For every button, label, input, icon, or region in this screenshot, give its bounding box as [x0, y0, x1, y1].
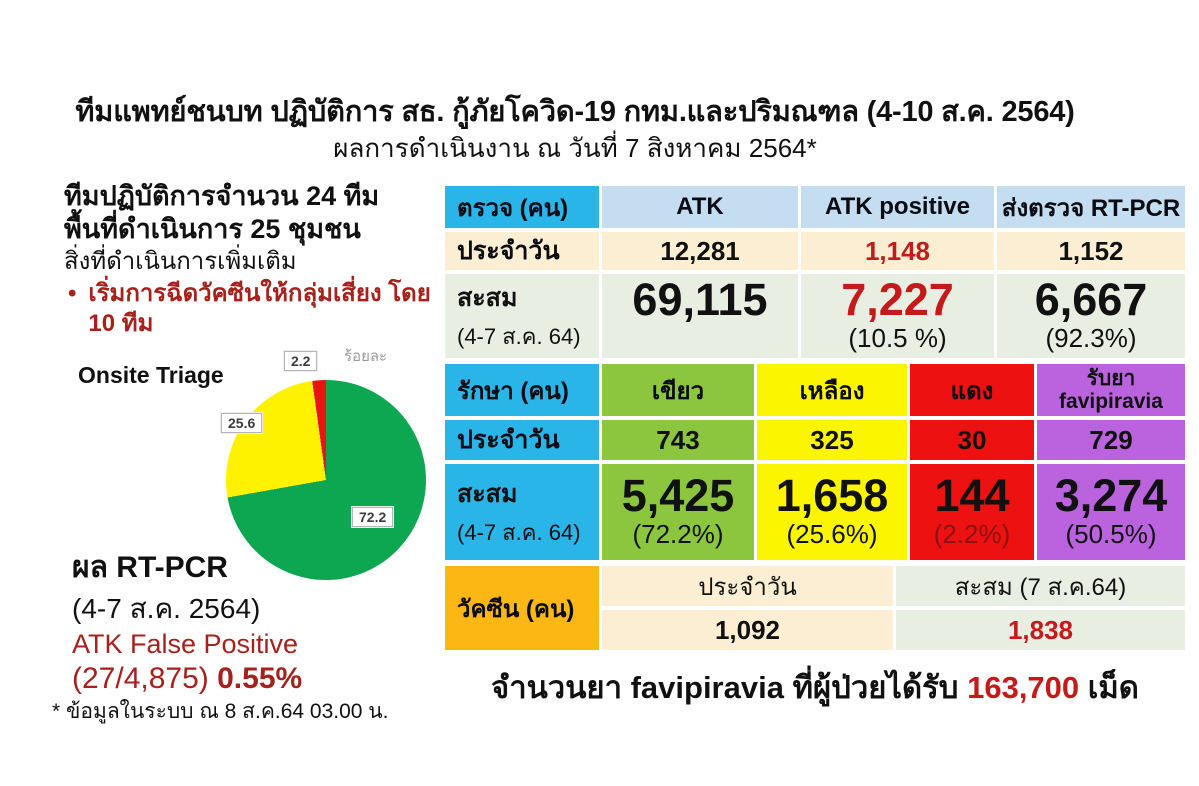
extra-actions-line: สิ่งที่ดำเนินการเพิ่มเติม [64, 247, 297, 275]
favipiravia-total-prefix: จำนวนยา favipiravia ที่ผู้ป่วยได้รับ [491, 670, 959, 705]
pie-label-red: 2.2 [284, 351, 318, 371]
treat-cumulative-label: สะสม (4-7 ส.ค. 64) [445, 464, 599, 560]
areas-count-line: พื้นที่ดำเนินการ 25 ชุมชน [64, 214, 361, 245]
treat-daily-green: 743 [602, 420, 754, 460]
teams-count-line: ทีมปฏิบัติการจำนวน 24 ทีม [64, 181, 380, 211]
favipiravia-total-suffix: เม็ด [1087, 670, 1139, 705]
treat-cumulative-green-pct: (72.2%) [632, 518, 724, 549]
test-table-header-rtpcr: ส่งตรวจ RT-PCR [997, 186, 1185, 228]
test-daily-atk-positive: 1,148 [801, 232, 994, 270]
treat-cumulative-favipiravia-value: 3,274 [1054, 470, 1168, 522]
test-daily-atk: 12,281 [602, 232, 798, 270]
test-table-header-atk-positive: ATK positive [801, 186, 994, 228]
treat-cumulative-yellow: 1,658 (25.6%) [757, 464, 907, 560]
test-cumulative-rtpcr: 6,667 (92.3%) [997, 274, 1185, 358]
pie-unit-note: ร้อยละ [344, 348, 388, 365]
false-positive-fraction: (27/4,875) [72, 661, 209, 695]
test-table: ตรวจ (คน) ATK ATK positive ส่งตรวจ RT-PC… [445, 186, 1185, 358]
vaccine-daily-value: 1,092 [602, 610, 893, 650]
pie-label-yellow: 25.6 [221, 413, 263, 433]
pie-label-green: 72.2 [352, 507, 394, 527]
favipiravia-total-line: จำนวนยา favipiravia ที่ผู้ป่วยได้รับ 163… [445, 662, 1185, 712]
test-cumulative-atk-positive-value: 7,227 [841, 274, 954, 326]
treat-cumulative-yellow-value: 1,658 [775, 470, 889, 522]
treatment-table: รักษา (คน) เขียว เหลือง แดง รับยา favipi… [445, 364, 1185, 560]
treat-cumulative-green: 5,425 (72.2%) [602, 464, 754, 560]
treat-cumulative-label-text: สะสม [457, 480, 518, 508]
test-cumulative-rtpcr-pct: (92.3%) [1045, 322, 1137, 353]
treat-daily-red: 30 [910, 420, 1034, 460]
treat-cumulative-favipiravia: 3,274 (50.5%) [1037, 464, 1185, 560]
test-cumulative-atk-positive: 7,227 (10.5 %) [801, 274, 994, 358]
treat-daily-label: ประจำวัน [445, 420, 599, 460]
vaccine-table: วัคซีน (คน) ประจำวัน สะสม (7 ส.ค.64) 1,0… [445, 566, 1185, 650]
test-table-header-atk: ATK [602, 186, 798, 228]
test-daily-rtpcr: 1,152 [997, 232, 1185, 270]
false-positive-percent: 0.55% [217, 661, 303, 695]
rtpcr-result-block: ผล RT-PCR (4-7 ส.ค. 2564) ATK False Posi… [72, 550, 302, 697]
vaccine-bullet-text: เริ่มการฉีดวัคซีนให้กลุ่มเสี่ยง โดย 10 ท… [88, 279, 431, 337]
vaccine-header-daily: ประจำวัน [602, 566, 893, 606]
treat-header-green: เขียว [602, 364, 754, 416]
rtpcr-title: ผล RT-PCR [72, 551, 228, 584]
treat-header-favipiravia: รับยา favipiravia [1037, 364, 1185, 416]
test-cumulative-atk-value: 69,115 [632, 274, 768, 326]
treat-cumulative-red-value: 144 [934, 470, 1010, 522]
treat-cumulative-red: 144 (2.2%) [910, 464, 1034, 560]
test-daily-label: ประจำวัน [445, 232, 599, 270]
test-cumulative-atk-positive-pct: (10.5 %) [848, 322, 947, 353]
treat-header-yellow: เหลือง [757, 364, 907, 416]
treat-cumulative-red-pct: (2.2%) [933, 518, 1011, 549]
treat-daily-favipiravia: 729 [1037, 420, 1185, 460]
test-cumulative-label-text: สะสม [457, 284, 518, 312]
vaccine-bullet: • เริ่มการฉีดวัคซีนให้กลุ่มเสี่ยง โดย 10… [64, 279, 439, 339]
test-cumulative-atk: 69,115 [602, 274, 798, 358]
test-cumulative-period: (4-7 ส.ค. 64) [457, 324, 581, 349]
data-footnote: * ข้อมูลในระบบ ณ 8 ส.ค.64 03.00 น. [52, 700, 389, 723]
treat-header-red: แดง [910, 364, 1034, 416]
treat-cumulative-period: (4-7 ส.ค. 64) [457, 520, 581, 545]
page-title: ทีมแพทย์ชนบท ปฏิบัติการ สธ. กู้ภัยโควิด-… [75, 96, 1075, 128]
test-table-header-label: ตรวจ (คน) [445, 186, 599, 228]
treat-daily-yellow: 325 [757, 420, 907, 460]
pie-chart-title: Onsite Triage [78, 362, 224, 388]
treat-cumulative-green-value: 5,425 [621, 470, 735, 522]
bullet-icon: • [68, 279, 77, 307]
rtpcr-period: (4-7 ส.ค. 2564) [72, 593, 261, 624]
false-positive-label: ATK False Positive [72, 628, 299, 659]
vaccine-table-label: วัคซีน (คน) [445, 566, 599, 650]
summary-panel: ทีมปฏิบัติการจำนวน 24 ทีม พื้นที่ดำเนินก… [64, 180, 439, 339]
favipiravia-total-value: 163,700 [967, 670, 1080, 705]
vaccine-cumulative-value: 1,838 [896, 610, 1185, 650]
test-cumulative-rtpcr-value: 6,667 [1034, 274, 1148, 326]
treat-header-label: รักษา (คน) [445, 364, 599, 416]
treat-cumulative-favipiravia-pct: (50.5%) [1065, 518, 1157, 549]
tables-area: ตรวจ (คน) ATK ATK positive ส่งตรวจ RT-PC… [445, 186, 1185, 650]
treat-cumulative-yellow-pct: (25.6%) [786, 518, 878, 549]
false-positive-value: (27/4,875) 0.55% [72, 661, 302, 697]
test-cumulative-label: สะสม (4-7 ส.ค. 64) [445, 274, 599, 358]
vaccine-header-cumulative: สะสม (7 ส.ค.64) [896, 566, 1185, 606]
page-subtitle: ผลการดำเนินงาน ณ วันที่ 7 สิงหาคม 2564* [333, 133, 817, 163]
